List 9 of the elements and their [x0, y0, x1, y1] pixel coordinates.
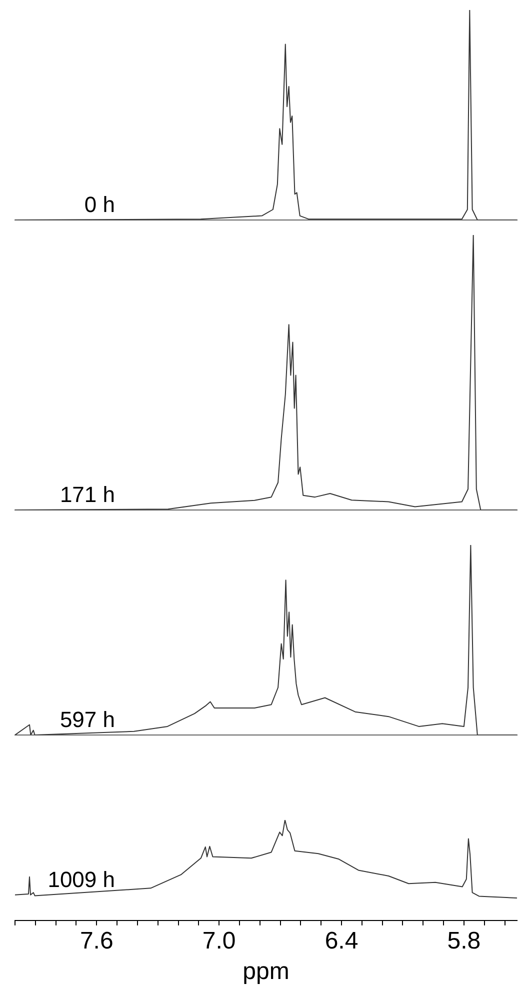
x-tick-label: 6.4 — [324, 927, 358, 954]
x-tick-label: 7.6 — [80, 927, 114, 954]
series-label: 597 h — [60, 707, 115, 732]
x-tick-label: 5.8 — [447, 927, 481, 954]
series-label: 0 h — [84, 192, 115, 218]
x-axis-title: ppm — [242, 958, 290, 986]
series-label: 1009 h — [48, 866, 115, 892]
x-tick-label: 7.0 — [202, 927, 236, 954]
series-label: 171 h — [60, 482, 115, 508]
